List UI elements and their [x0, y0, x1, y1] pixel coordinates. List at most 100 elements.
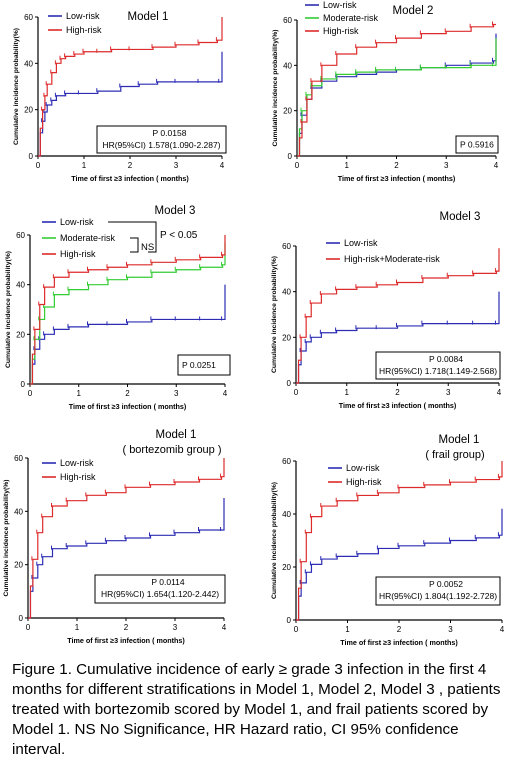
- y-tick-label: 20: [16, 330, 25, 339]
- y-tick-label: 20: [282, 563, 291, 572]
- chart-title: Model 1: [156, 429, 197, 441]
- series-line-high-risk: [30, 235, 226, 385]
- p-value-text: P 0.0114: [151, 577, 185, 587]
- series-line-low-risk: [28, 498, 225, 619]
- x-tick-label: 4: [220, 161, 225, 170]
- chart-title: Model 1: [439, 434, 480, 446]
- x-tick-label: 1: [77, 389, 82, 398]
- y-tick-label: 20: [283, 107, 292, 116]
- chart-panel-4: 0 20 40 60 0 1 2 3 4 Time of first ≥3 infection (…: [271, 211, 502, 410]
- x-tick-label: 0: [294, 625, 299, 634]
- x-tick-label: 1: [345, 388, 350, 397]
- chart-title: Model 3: [155, 205, 196, 217]
- y-axis-label: Cumulative incidence probability(%): [3, 479, 10, 596]
- chart-panel-5: 0 20 40 60 0 1 2 3 4 Time of first ≥3 infection (…: [3, 429, 227, 645]
- x-tick-label: 2: [397, 625, 402, 634]
- x-tick-label: 3: [174, 389, 179, 398]
- series-line-high-risk: [28, 458, 225, 619]
- stats-box: [96, 125, 227, 154]
- x-tick-label: 1: [345, 161, 350, 170]
- y-tick-label: 40: [283, 61, 292, 70]
- chart-panel-2: 0 20 40 60 0 1 2 3 4 Time of first ≥3 infection (…: [272, 0, 499, 183]
- legend-label: Moderate-risk: [60, 233, 116, 243]
- hazard-ratio-text: HR(95%CI) 1.804(1.192-2.728): [379, 591, 497, 601]
- x-tick-label: 3: [173, 623, 178, 632]
- x-tick-label: 2: [125, 389, 130, 398]
- p-value-text: P 0.0158: [153, 128, 187, 138]
- legend-label: Low-risk: [60, 458, 94, 468]
- non-significance-label: NS: [141, 242, 154, 253]
- legend-label: Low-risk: [60, 217, 94, 227]
- x-tick-label: 0: [28, 389, 33, 398]
- p-value-text: P 0.0084: [429, 354, 463, 364]
- legend-label: Moderate-risk: [323, 13, 379, 23]
- chart-panel-6: 0 20 40 60 0 1 2 3 4 Time of first ≥3 infection (…: [271, 434, 505, 647]
- y-tick-label: 0: [19, 614, 24, 623]
- legend-label: High-risk: [60, 249, 96, 259]
- x-tick-label: 1: [75, 623, 80, 632]
- series-line-high-risk-moderate-risk: [296, 248, 500, 384]
- x-tick-label: 1: [82, 161, 87, 170]
- x-tick-label: 4: [497, 388, 502, 397]
- x-tick-label: 4: [494, 161, 499, 170]
- legend-label: Low-risk: [346, 463, 380, 473]
- p-value-text: P 0.0052: [429, 579, 463, 589]
- y-axis-label: Cumulative incidence probability(%): [271, 256, 278, 373]
- x-axis-label: Time of first ≥3 infection ( months): [340, 638, 458, 647]
- legend-label: High-risk+Moderate-risk: [344, 254, 440, 264]
- series-line-high-risk: [38, 17, 223, 157]
- y-tick-label: 40: [16, 281, 25, 290]
- y-tick-label: 60: [283, 16, 292, 25]
- hazard-ratio-text: HR(95%CI) 1.718(1.149-2.568): [379, 366, 497, 376]
- x-axis-label: Time of first ≥3 infection ( months): [338, 174, 456, 183]
- legend-label: High-risk: [66, 25, 102, 35]
- significance-label: P < 0.05: [160, 230, 198, 241]
- y-axis-label: Cumulative incidence probability(%): [5, 251, 12, 368]
- series-line-moderate-risk: [30, 242, 226, 385]
- x-tick-label: 4: [222, 623, 227, 632]
- significance-bracket-outer: [108, 221, 157, 253]
- chart-panel-3: 0 20 40 60 0 1 2 3 4 Time of first ≥3 infection (…: [5, 205, 231, 411]
- x-tick-label: 4: [500, 625, 505, 634]
- x-tick-label: 3: [448, 625, 453, 634]
- series-line-high-risk: [296, 461, 503, 621]
- stats-box: [455, 135, 499, 154]
- y-tick-label: 60: [16, 231, 25, 240]
- series-line-high-risk: [297, 23, 496, 157]
- y-axis-label: Cumulative incidence probability(%): [13, 28, 20, 145]
- hazard-ratio-text: HR(95%CI) 1.654(1.120-2.442): [101, 589, 219, 599]
- y-tick-label: 0: [288, 152, 293, 161]
- stats-box: [375, 351, 501, 380]
- significance-bracket-inner: [130, 237, 139, 253]
- x-axis-label: Time of first ≥3 infection ( months): [339, 401, 457, 410]
- x-tick-label: 0: [26, 623, 31, 632]
- y-tick-label: 20: [282, 333, 291, 342]
- hazard-ratio-text: HR(95%CI) 1.578(1.090-2.287): [102, 140, 220, 150]
- series-line-low-risk: [38, 51, 223, 157]
- x-axis-label: Time of first ≥3 infection ( months): [69, 402, 187, 411]
- legend-label: Low-risk: [344, 238, 378, 248]
- y-tick-label: 0: [287, 379, 292, 388]
- x-tick-label: 3: [444, 161, 449, 170]
- x-tick-label: 2: [124, 623, 129, 632]
- legend-label: Low-risk: [323, 0, 357, 10]
- y-axis-label: Cumulative incidence probability(%): [272, 29, 279, 146]
- chart-title: Model 2: [393, 5, 434, 17]
- x-tick-label: 3: [174, 161, 179, 170]
- stats-box: [94, 574, 226, 604]
- y-tick-label: 40: [24, 59, 33, 68]
- x-tick-label: 2: [128, 161, 133, 170]
- chart-title: Model 3: [440, 211, 481, 223]
- chart-subtitle: ( frail group): [425, 449, 484, 461]
- stats-box: [375, 576, 501, 606]
- y-tick-label: 0: [287, 616, 292, 625]
- y-tick-label: 0: [21, 380, 26, 389]
- x-tick-label: 1: [345, 625, 350, 634]
- x-tick-label: 0: [294, 388, 299, 397]
- x-tick-label: 2: [394, 161, 399, 170]
- stats-box: [177, 354, 231, 376]
- x-tick-label: 0: [295, 161, 300, 170]
- figure-caption: Figure 1. Cumulative incidence of early …: [12, 661, 501, 758]
- legend-label: High-risk: [323, 26, 359, 36]
